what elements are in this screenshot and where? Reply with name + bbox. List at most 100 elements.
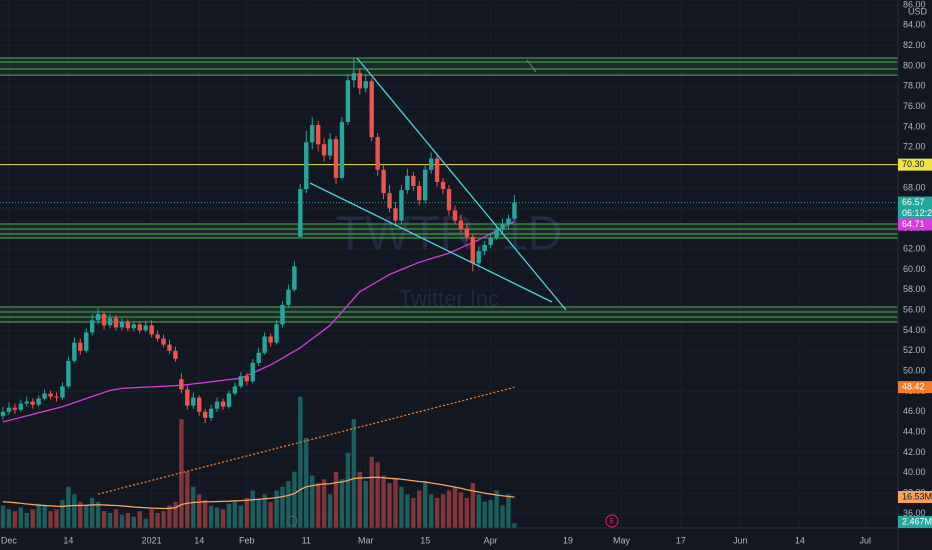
volume-bar xyxy=(226,503,232,528)
volume-bar xyxy=(155,512,160,528)
candle-body xyxy=(488,237,493,245)
candle-body xyxy=(482,244,487,252)
x-tick-label: Jun xyxy=(733,535,748,545)
volume-bar xyxy=(298,396,303,528)
y-tick-label: 60.00 xyxy=(903,264,926,274)
volume-bar xyxy=(304,437,309,528)
candle-body xyxy=(256,352,261,363)
volume-bar xyxy=(339,479,345,528)
candle-body xyxy=(197,397,202,412)
candle-body xyxy=(48,393,53,397)
ma-line xyxy=(2,220,515,423)
candle-body xyxy=(327,139,333,156)
y-tick-label: 84.00 xyxy=(903,20,926,30)
volume-bar xyxy=(143,518,148,528)
volume-bar xyxy=(238,505,244,528)
x-tick-label: May xyxy=(613,535,631,545)
candle-body xyxy=(369,81,374,138)
last-price-label: 66.57 xyxy=(902,197,925,207)
zone-fill xyxy=(0,307,898,322)
volume-label: 2.467M xyxy=(902,516,932,526)
candle-body xyxy=(405,175,410,191)
currency: USD xyxy=(908,6,928,16)
volume-bar xyxy=(345,452,351,528)
volume-bar xyxy=(470,482,475,528)
volume-ma-line xyxy=(2,476,515,510)
volume-bar xyxy=(458,492,464,528)
y-tick-label: 72.00 xyxy=(903,142,926,152)
candle-body xyxy=(167,344,172,351)
volume-bar xyxy=(280,486,285,528)
ma-label: 48.42 xyxy=(902,382,925,392)
x-tick-label: Jul xyxy=(860,535,872,545)
candle-body xyxy=(18,403,24,410)
zone-fill xyxy=(0,224,898,238)
volume-bar xyxy=(48,511,53,528)
volume-bar xyxy=(357,471,362,528)
volume-bar xyxy=(262,494,267,528)
candle-body xyxy=(464,228,470,237)
candle-body xyxy=(30,401,35,405)
drawings xyxy=(309,57,567,311)
candle-body xyxy=(89,320,95,333)
y-tick-label: 58.00 xyxy=(903,284,926,294)
candle-body xyxy=(363,81,368,89)
x-tick-label: 2021 xyxy=(142,535,162,545)
candle-body xyxy=(298,189,303,237)
grid xyxy=(0,0,898,528)
candle-body xyxy=(220,401,226,407)
candle-body xyxy=(500,223,505,230)
candle-body xyxy=(78,342,83,351)
volume-bar xyxy=(131,516,137,528)
price-axis xyxy=(898,0,932,528)
event-icon[interactable] xyxy=(286,515,298,527)
candle-body xyxy=(0,411,6,416)
volume-bar xyxy=(220,509,226,528)
candle-body xyxy=(149,325,154,335)
volume-bar xyxy=(428,494,434,528)
x-tick-label: 14 xyxy=(194,535,204,545)
candle-body xyxy=(423,169,428,201)
candle-body xyxy=(161,338,166,345)
volume-bar xyxy=(36,503,41,528)
candle-body xyxy=(54,396,59,398)
volume-bar xyxy=(30,509,35,528)
candle-body xyxy=(274,324,279,343)
candle-body xyxy=(333,139,339,178)
volume-bar xyxy=(42,505,47,528)
volume-bar xyxy=(137,511,142,528)
y-tick-label: 44.00 xyxy=(903,426,926,436)
volume-bar xyxy=(446,490,452,528)
candle-body xyxy=(131,324,137,329)
candle-body xyxy=(191,397,196,406)
volume-bar xyxy=(54,509,59,528)
y-tick-label: 76.00 xyxy=(903,101,926,111)
candle-body xyxy=(304,142,309,190)
candle-body xyxy=(137,324,142,331)
candle-body xyxy=(268,336,273,343)
y-tick-label: 46.00 xyxy=(903,406,926,416)
volume-bar xyxy=(423,481,428,528)
trendline xyxy=(309,182,553,303)
volume-bar xyxy=(202,499,208,528)
volume-bar xyxy=(292,471,297,528)
candle-body xyxy=(494,229,499,238)
ma-label-box xyxy=(898,381,932,394)
candle-body xyxy=(66,360,71,387)
volume-bar xyxy=(327,494,333,528)
volume-bar xyxy=(482,501,487,528)
candle-body xyxy=(232,386,238,394)
volume-bar xyxy=(18,507,24,528)
volume-ma-label: 16.53M xyxy=(902,491,932,501)
x-tick-label: Dec xyxy=(1,535,18,545)
candle-body xyxy=(250,362,255,382)
volume-bar xyxy=(60,499,65,528)
candle-body xyxy=(506,218,511,224)
volume-bar xyxy=(84,505,89,528)
y-tick-label: 42.00 xyxy=(903,447,926,457)
volume-bar xyxy=(464,497,470,528)
candle-body xyxy=(452,210,458,221)
